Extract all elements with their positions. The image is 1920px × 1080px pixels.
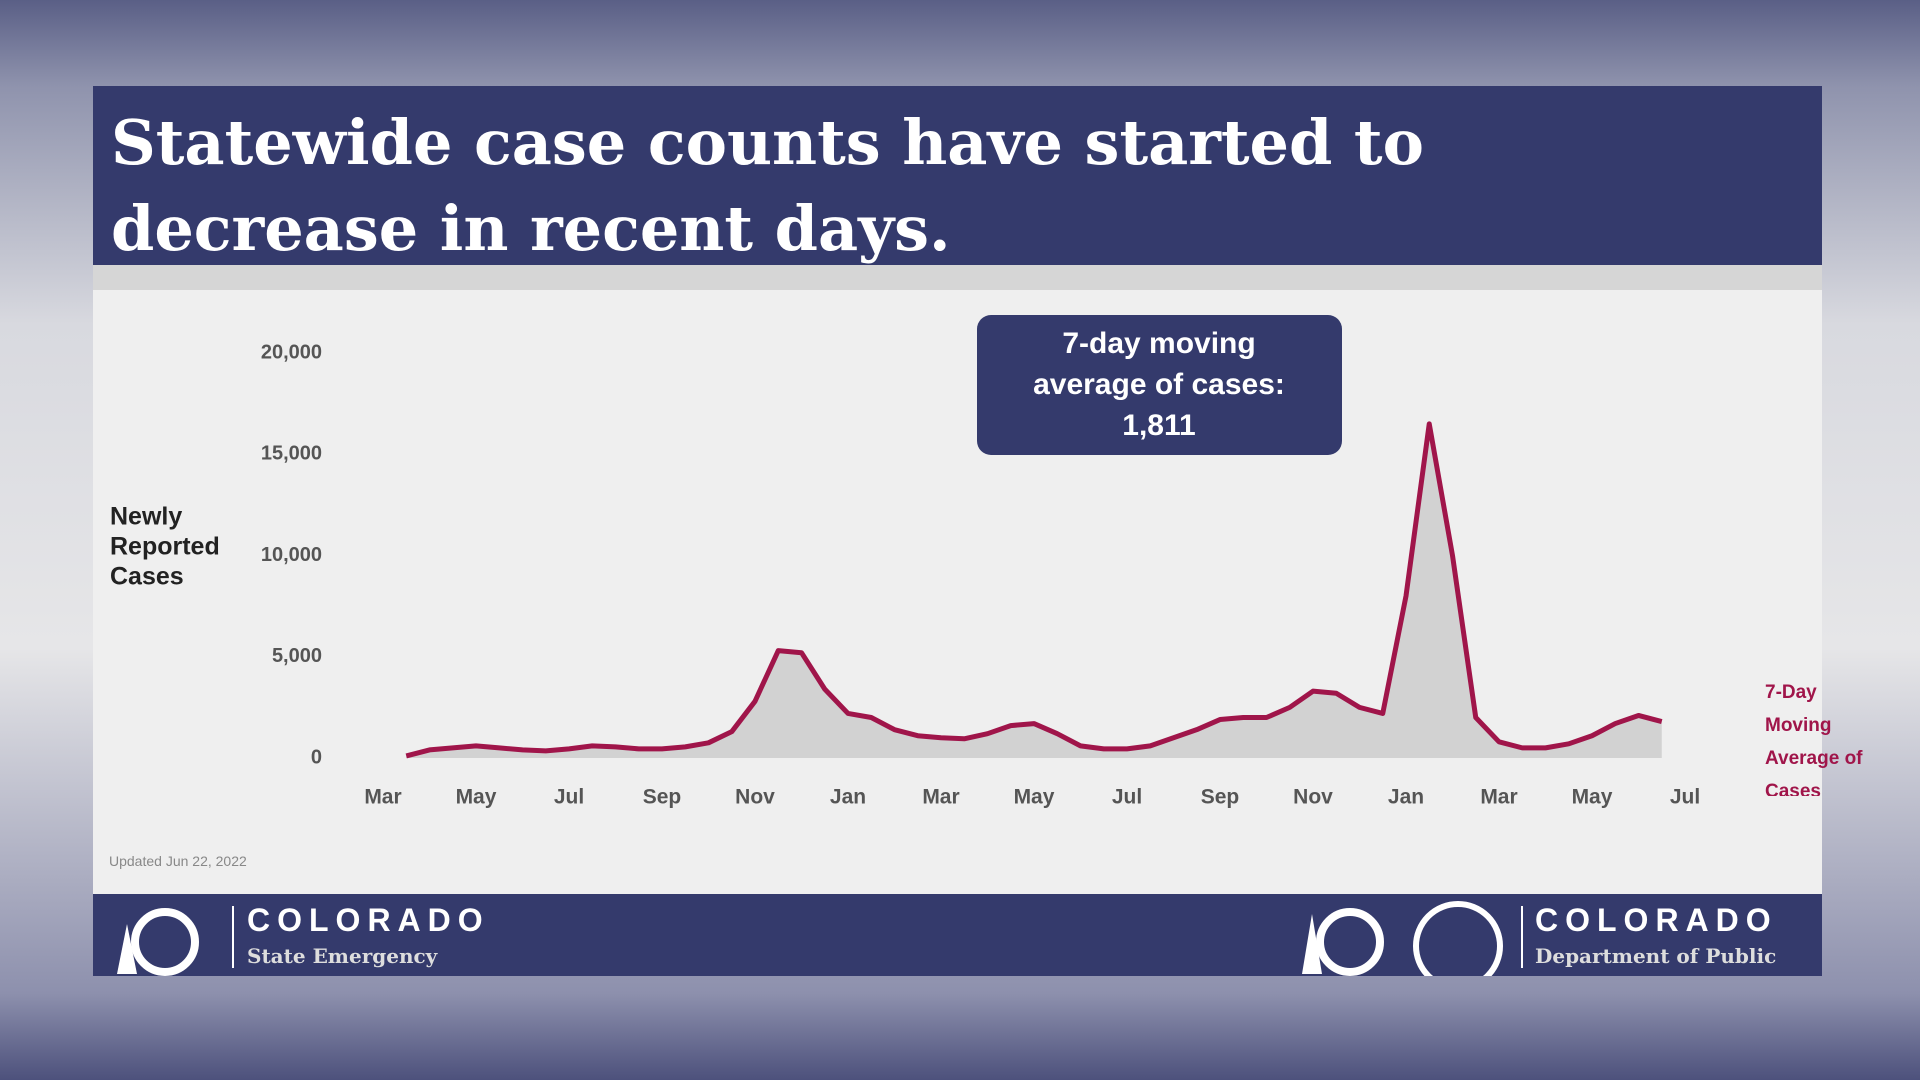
footer-name: COLORADO xyxy=(247,902,490,938)
y-axis-label: Reported xyxy=(110,533,220,561)
x-tick-label: Mar xyxy=(1480,786,1517,809)
title-line: decrease in recent days. xyxy=(111,192,951,265)
x-tick-label: Jul xyxy=(554,786,584,809)
y-tick-label: 10,000 xyxy=(261,544,322,566)
x-tick-label: Mar xyxy=(364,786,401,809)
y-axis-label: Newly xyxy=(110,503,182,531)
title: Statewide case counts have started to de… xyxy=(111,100,1424,272)
annotation-text: 1,811 xyxy=(1122,409,1195,442)
logo xyxy=(1302,901,1503,976)
strip xyxy=(93,265,1822,290)
x-tick-label: Mar xyxy=(922,786,959,809)
area-fill xyxy=(406,423,1662,758)
line xyxy=(405,421,1663,759)
x-tick-label: May xyxy=(1572,786,1613,809)
divider xyxy=(232,906,234,968)
legend-label: 7-Day Moving Average of Cases xyxy=(1765,682,1863,796)
footer-sub: State Emergency xyxy=(247,944,438,968)
x-tick-label: Sep xyxy=(643,786,682,809)
y-tick-label: 15,000 xyxy=(261,443,322,465)
annotation-box xyxy=(977,315,1342,455)
x-tick-label: Nov xyxy=(735,786,775,809)
x-tick-label: Jan xyxy=(830,786,866,809)
y-axis-label: Cases xyxy=(110,563,184,591)
x-tick-label: Nov xyxy=(1293,786,1333,809)
logo xyxy=(117,908,199,976)
updated-note: Updated Jun 22, 2022 xyxy=(109,853,247,869)
y-tick-label: 20,000 xyxy=(261,341,322,363)
footer-sub: Department of Public xyxy=(1535,944,1777,968)
annotation-text: average of cases: xyxy=(1033,368,1285,401)
x-tick-label: Jul xyxy=(1670,786,1700,809)
y-tick-label: 5,000 xyxy=(272,645,322,667)
slide: Statewide case counts have started to de… xyxy=(93,86,1863,976)
x-tick-label: May xyxy=(1014,786,1055,809)
x-tick-label: May xyxy=(456,786,497,809)
x-tick-label: Sep xyxy=(1201,786,1240,809)
footer-name: COLORADO xyxy=(1535,902,1778,938)
x-tick-label: Jul xyxy=(1112,786,1142,809)
footer: COLORADO State Emergency COLORADO Depart… xyxy=(93,894,1822,976)
divider xyxy=(1521,906,1523,968)
y-tick-label: 0 xyxy=(311,746,322,768)
header: Statewide case counts have started to de… xyxy=(93,86,1822,265)
annotation-text: 7-day moving xyxy=(1062,327,1255,360)
x-tick-label: Jan xyxy=(1388,786,1424,809)
title-line: Statewide case counts have started to xyxy=(111,106,1424,179)
